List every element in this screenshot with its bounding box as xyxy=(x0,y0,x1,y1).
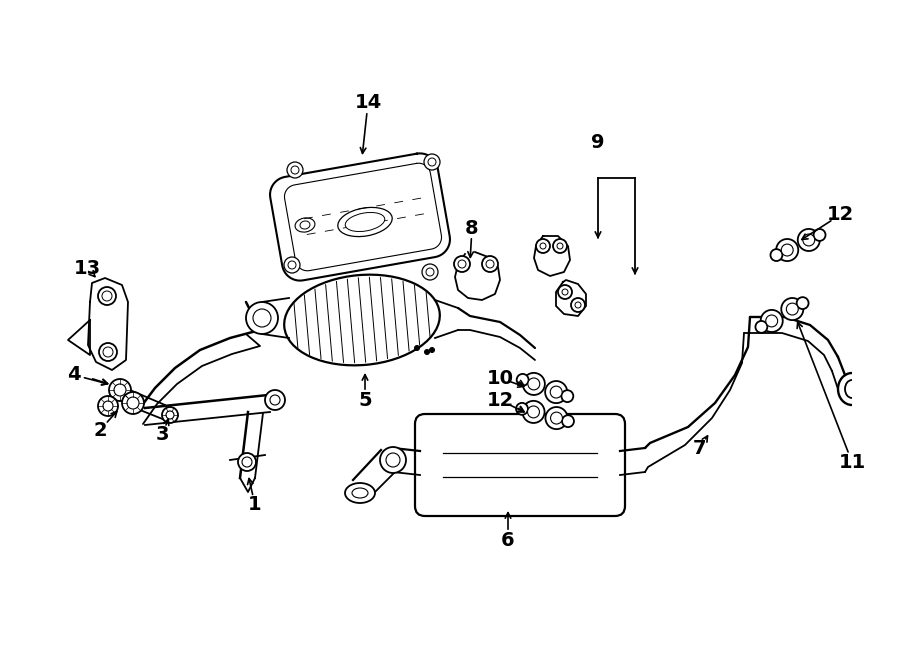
Circle shape xyxy=(540,243,546,249)
Circle shape xyxy=(814,229,825,241)
Circle shape xyxy=(428,158,436,166)
FancyBboxPatch shape xyxy=(415,414,625,516)
Polygon shape xyxy=(455,252,500,300)
Text: 1: 1 xyxy=(248,496,262,514)
Circle shape xyxy=(270,395,280,405)
Circle shape xyxy=(545,381,567,403)
Text: 8: 8 xyxy=(465,219,479,237)
Polygon shape xyxy=(270,153,450,281)
Circle shape xyxy=(415,346,419,350)
Circle shape xyxy=(766,315,778,327)
Circle shape xyxy=(781,244,793,256)
Circle shape xyxy=(103,401,113,411)
Circle shape xyxy=(114,384,126,396)
Circle shape xyxy=(380,447,406,473)
Circle shape xyxy=(571,298,585,312)
Ellipse shape xyxy=(345,483,375,503)
Ellipse shape xyxy=(295,218,315,232)
Circle shape xyxy=(98,396,118,416)
Text: 14: 14 xyxy=(355,93,382,112)
Text: 9: 9 xyxy=(591,132,605,151)
Circle shape xyxy=(553,239,567,253)
Polygon shape xyxy=(88,278,128,370)
Circle shape xyxy=(253,309,271,327)
Polygon shape xyxy=(556,280,586,316)
Circle shape xyxy=(162,407,178,423)
Circle shape xyxy=(454,256,470,272)
Text: 6: 6 xyxy=(501,531,515,549)
Circle shape xyxy=(527,406,539,418)
Circle shape xyxy=(781,298,804,320)
Circle shape xyxy=(482,256,498,272)
Circle shape xyxy=(424,154,440,170)
Circle shape xyxy=(803,234,815,246)
Circle shape xyxy=(787,303,798,315)
Circle shape xyxy=(425,350,429,354)
Circle shape xyxy=(238,453,256,471)
Polygon shape xyxy=(534,236,570,276)
Text: 7: 7 xyxy=(693,438,706,457)
Ellipse shape xyxy=(346,212,385,231)
Text: 2: 2 xyxy=(94,420,107,440)
Circle shape xyxy=(242,457,252,467)
Circle shape xyxy=(122,392,144,414)
Text: 3: 3 xyxy=(155,426,169,444)
Circle shape xyxy=(127,397,139,409)
Circle shape xyxy=(755,321,768,333)
Circle shape xyxy=(426,268,434,276)
Text: 10: 10 xyxy=(487,368,514,387)
Circle shape xyxy=(291,166,299,174)
Circle shape xyxy=(102,291,112,301)
Text: 13: 13 xyxy=(74,258,101,278)
Circle shape xyxy=(796,297,808,309)
Circle shape xyxy=(536,239,550,253)
Circle shape xyxy=(557,243,563,249)
Text: 11: 11 xyxy=(839,453,866,471)
Circle shape xyxy=(458,260,466,268)
Ellipse shape xyxy=(352,488,368,498)
Circle shape xyxy=(265,390,285,410)
Circle shape xyxy=(770,249,782,261)
Ellipse shape xyxy=(284,275,440,366)
Circle shape xyxy=(776,239,798,261)
Text: 12: 12 xyxy=(826,206,853,225)
Circle shape xyxy=(287,162,303,178)
Polygon shape xyxy=(68,320,90,355)
Circle shape xyxy=(516,403,528,415)
Text: 4: 4 xyxy=(68,366,81,385)
Circle shape xyxy=(99,343,117,361)
Circle shape xyxy=(109,379,131,401)
Circle shape xyxy=(523,401,544,423)
Circle shape xyxy=(528,378,540,390)
Circle shape xyxy=(562,289,568,295)
Ellipse shape xyxy=(338,208,392,237)
Circle shape xyxy=(246,302,278,334)
Circle shape xyxy=(550,386,562,398)
Circle shape xyxy=(575,302,581,308)
Circle shape xyxy=(284,257,300,273)
Text: 12: 12 xyxy=(486,391,514,410)
Circle shape xyxy=(486,260,494,268)
Text: 5: 5 xyxy=(358,391,372,410)
Circle shape xyxy=(760,310,783,332)
Circle shape xyxy=(551,412,562,424)
Circle shape xyxy=(429,348,435,352)
Circle shape xyxy=(517,374,528,386)
Circle shape xyxy=(523,373,544,395)
Circle shape xyxy=(545,407,568,429)
Circle shape xyxy=(558,285,572,299)
Circle shape xyxy=(98,287,116,305)
Circle shape xyxy=(797,229,820,251)
Circle shape xyxy=(386,453,400,467)
Circle shape xyxy=(103,347,113,357)
Circle shape xyxy=(422,264,438,280)
Ellipse shape xyxy=(300,221,310,229)
Circle shape xyxy=(562,415,574,427)
Circle shape xyxy=(166,411,174,419)
Circle shape xyxy=(562,390,573,402)
Circle shape xyxy=(288,261,296,269)
